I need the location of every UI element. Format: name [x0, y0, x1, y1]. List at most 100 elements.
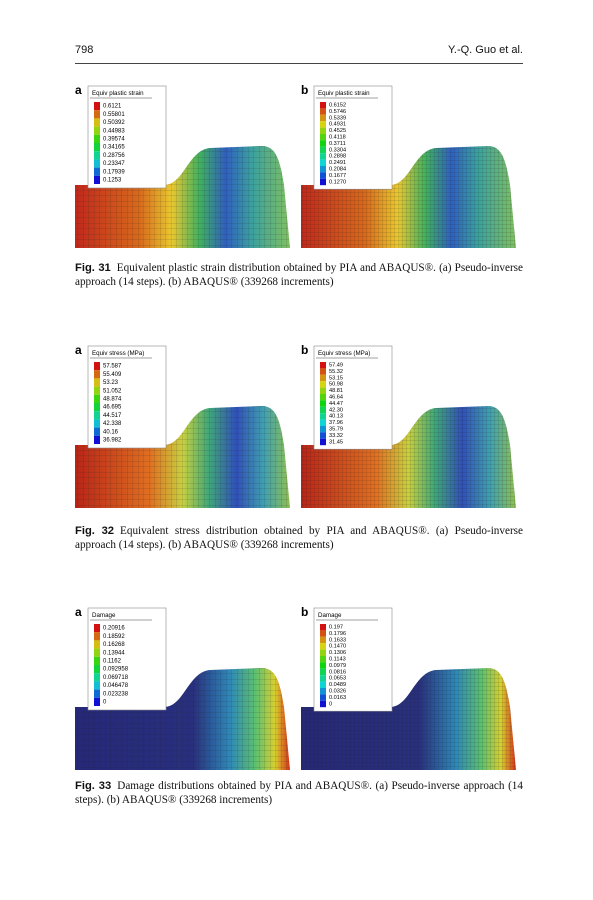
legend-swatch — [320, 419, 326, 426]
legend-swatch — [94, 427, 100, 436]
legend-swatch — [94, 143, 100, 152]
legend-title: Damage — [318, 612, 342, 619]
running-head: Y.-Q. Guo et al. — [447, 44, 523, 56]
legend-value: 0.34165 — [103, 145, 125, 151]
legend-swatch — [94, 624, 100, 633]
legend-value: 0.1633 — [329, 637, 346, 643]
figure-panel: b Damage 0.1970.17960.16330.14700.13060.11… — [301, 605, 516, 770]
legend-swatch — [94, 648, 100, 657]
legend-value: 0.16268 — [103, 642, 125, 648]
legend-value: 42.338 — [103, 421, 122, 427]
legend-swatch — [94, 175, 100, 184]
legend-swatch — [94, 681, 100, 690]
legend-value: 0.55801 — [103, 112, 125, 118]
legend-value: 0.046478 — [103, 683, 129, 689]
legend-value: 0 — [329, 701, 332, 707]
legend-swatch — [320, 102, 326, 109]
legend-swatch — [320, 394, 326, 401]
legend-value: 0.5746 — [329, 109, 346, 115]
legend-value: 0.1270 — [329, 179, 346, 185]
figure-panel: a Equiv stress (MPa) 57.587 55.409 53.23 51.0… — [75, 343, 290, 508]
legend-swatch — [320, 438, 326, 446]
legend-swatch — [320, 662, 326, 669]
legend-value: 0.3304 — [329, 147, 346, 153]
legend-swatch — [320, 432, 326, 439]
legend-box — [313, 607, 393, 712]
legend-swatch — [94, 134, 100, 143]
legend-value: 37.96 — [329, 420, 343, 426]
legend-value: 0.0489 — [329, 682, 346, 688]
legend-value: 0.28756 — [103, 153, 125, 159]
panel-label: a — [75, 343, 82, 357]
legend-swatch — [94, 632, 100, 641]
legend-value: 55.32 — [329, 369, 343, 375]
legend-swatch — [320, 413, 326, 420]
legend-swatch — [94, 386, 100, 395]
legend-swatch — [94, 126, 100, 135]
legend-value: 0.0163 — [329, 695, 346, 701]
legend-value: 0.1470 — [329, 644, 346, 650]
legend-value: 0.3711 — [329, 141, 346, 147]
legend-value: 0.44983 — [103, 128, 125, 134]
legend-swatch — [94, 151, 100, 160]
legend-value: 0.1796 — [329, 631, 346, 637]
legend-swatch — [94, 102, 100, 111]
mesh — [75, 406, 290, 508]
figure-panel: a Equiv plastic strain 0.6121 0.55801 0.5039… — [75, 83, 290, 248]
legend-swatch — [320, 362, 326, 369]
legend-value: 0.6152 — [329, 102, 346, 108]
figure-panel: b Equiv stress (MPa)57.4955.3253.1550.984… — [301, 343, 516, 508]
legend-value: 0.092958 — [103, 667, 129, 673]
figure-caption: Fig. 33 Damage distributions obtained by … — [75, 780, 523, 807]
legend-value: 0.1143 — [329, 656, 346, 662]
legend-title: Equiv plastic strain — [92, 90, 144, 97]
legend-swatch — [320, 656, 326, 663]
legend-swatch — [320, 159, 326, 166]
mesh — [75, 668, 290, 770]
legend-value: 0.1253 — [103, 178, 122, 184]
legend-value: 48.81 — [329, 388, 343, 394]
legend-value: 55.409 — [103, 372, 122, 378]
legend-value: 50.98 — [329, 382, 343, 388]
legend-swatch — [320, 700, 326, 708]
legend-swatch — [320, 387, 326, 394]
legend-swatch — [94, 411, 100, 420]
legend-swatch — [94, 689, 100, 698]
legend-value: 0.50392 — [103, 120, 125, 126]
legend-swatch — [94, 403, 100, 412]
panel-label: b — [301, 83, 308, 97]
panel-label: a — [75, 83, 82, 97]
panel-label: b — [301, 605, 308, 619]
legend-value: 0.0653 — [329, 676, 346, 682]
legend-value: 31.45 — [329, 439, 343, 445]
legend-swatch — [320, 636, 326, 644]
legend-title: Equiv stress (MPa) — [318, 350, 370, 357]
legend-swatch — [94, 110, 100, 119]
legend-swatch — [320, 178, 326, 186]
legend-swatch — [94, 419, 100, 428]
legend-swatch — [320, 121, 326, 128]
figure-caption: Fig. 32 Equivalent stress distribution ob… — [75, 525, 523, 552]
legend-swatch — [320, 146, 326, 154]
legend-swatch — [320, 694, 326, 701]
legend-value: 33.32 — [329, 433, 343, 439]
legend-swatch — [320, 166, 326, 173]
caption-text: Equivalent stress distribution obtained … — [75, 525, 523, 551]
legend-swatch — [94, 665, 100, 674]
legend-value: 46.695 — [103, 405, 122, 411]
mesh — [301, 146, 516, 248]
legend-value: 0.2084 — [329, 166, 346, 172]
legend-swatch — [94, 159, 100, 168]
figure-panel: b Equiv plastic strain0.61520.57460.53390… — [301, 83, 516, 248]
legend-swatch — [320, 127, 326, 134]
legend-value: 57.587 — [103, 364, 122, 370]
legend-swatch — [320, 675, 326, 682]
legend-swatch — [320, 681, 326, 688]
mesh — [75, 146, 290, 248]
legend-swatch — [94, 362, 100, 371]
legend-swatch — [94, 656, 100, 665]
legend-swatch — [94, 435, 100, 444]
legend-swatch — [320, 643, 326, 650]
legend-value: 0.17939 — [103, 169, 125, 175]
legend-swatch — [320, 172, 326, 179]
